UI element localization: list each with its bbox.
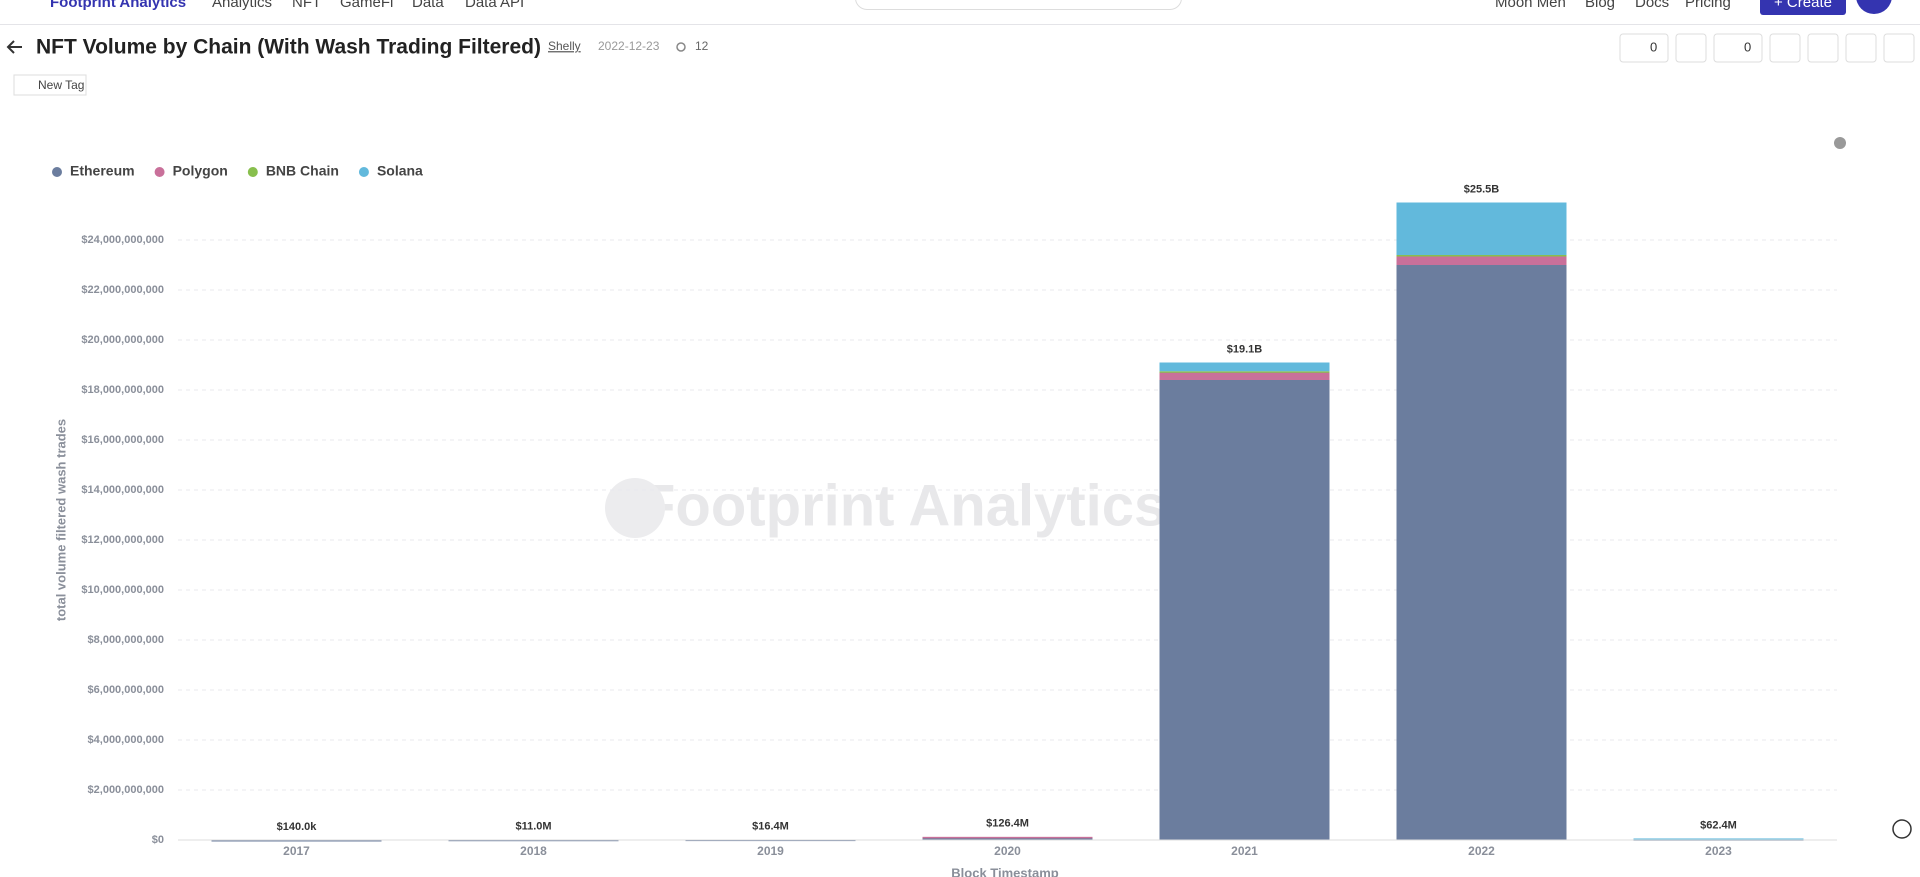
brand[interactable]: Footprint Analytics <box>50 0 187 11</box>
y-tick-label: $8,000,000,000 <box>88 634 164 646</box>
x-tick-label: 2020 <box>994 844 1021 858</box>
y-tick-label: $22,000,000,000 <box>81 284 164 296</box>
total-label: $16.4M <box>752 820 789 832</box>
y-tick-label: $16,000,000,000 <box>81 434 164 446</box>
x-tick-label: 2021 <box>1231 844 1258 858</box>
watermark: Footprint Analytics <box>640 473 1166 538</box>
star-count: 0 <box>1650 39 1657 54</box>
legend-label: Ethereum <box>70 163 135 179</box>
y-tick-label: $14,000,000,000 <box>81 484 164 496</box>
bar-segment <box>211 839 382 842</box>
nav-link[interactable]: Docs <box>1635 0 1670 11</box>
total-label: $62.4M <box>1700 819 1737 831</box>
y-tick-label: $4,000,000,000 <box>88 734 164 746</box>
bar-segment <box>922 837 1093 840</box>
total-label: $25.5B <box>1464 183 1500 195</box>
legend-label: Polygon <box>173 163 228 179</box>
legend-marker <box>52 167 62 177</box>
info-icon[interactable] <box>1834 137 1846 149</box>
views: 12 <box>695 39 709 53</box>
new-tag-button[interactable] <box>13 74 87 96</box>
legend-marker <box>154 167 165 177</box>
total-label: $126.4M <box>986 818 1029 830</box>
button[interactable] <box>1845 33 1877 63</box>
x-tick-label: 2018 <box>520 844 547 858</box>
y-tick-label: $0 <box>152 834 164 846</box>
y-tick-label: $12,000,000,000 <box>81 534 164 546</box>
y-tick-label: $10,000,000,000 <box>81 584 164 596</box>
legend-label: Solana <box>377 163 423 179</box>
nav-link[interactable]: Moon Men <box>1495 0 1566 11</box>
bar-segment <box>1633 838 1804 840</box>
new-tag: New Tag <box>38 78 84 92</box>
avatar[interactable]: fp <box>1856 0 1892 14</box>
help-icon[interactable] <box>1892 819 1912 839</box>
copy-count: 0 <box>1744 39 1751 54</box>
y-tick-label: $2,000,000,000 <box>88 784 164 796</box>
view-icon <box>676 42 686 52</box>
legend-label: BNB Chain <box>266 163 339 179</box>
bar-segment <box>1396 265 1567 840</box>
nav-link[interactable]: Data API <box>465 0 525 11</box>
bar-segment <box>922 836 1093 839</box>
x-tick-label: 2019 <box>757 844 784 858</box>
bar-segment <box>1396 255 1567 257</box>
nav-link[interactable]: NFT <box>292 0 322 11</box>
title: NFT Volume by Chain (With Wash Trading F… <box>36 36 541 59</box>
back-arrow[interactable] <box>6 40 22 54</box>
nav-link[interactable]: GameFi <box>340 0 394 11</box>
bar-segment <box>1159 371 1330 373</box>
total-label: $11.0M <box>515 821 551 833</box>
watermark-logo <box>605 478 665 538</box>
y-tick-label: $6,000,000,000 <box>88 684 164 696</box>
y-tick-label: $18,000,000,000 <box>81 384 164 396</box>
top-nav: Footprint Analytics Analytics NFT GameFi… <box>0 0 1920 25</box>
legend-marker <box>358 167 369 177</box>
nav-link[interactable]: Blog <box>1585 0 1616 11</box>
button[interactable] <box>1769 33 1801 63</box>
button[interactable] <box>1675 33 1707 63</box>
button[interactable] <box>1883 33 1915 63</box>
y-tick-label: $20,000,000,000 <box>81 334 164 346</box>
star-button[interactable] <box>1619 33 1669 63</box>
bar-segment <box>1159 372 1330 380</box>
total-label: $140.0k <box>277 821 318 833</box>
total-label: $19.1B <box>1227 343 1263 355</box>
x-axis-label: Block Timestamp <box>951 865 1058 877</box>
y-axis-label: total volume filtered wash trades <box>53 419 68 621</box>
date: 2022-12-23 <box>598 39 660 53</box>
x-tick-label: 2022 <box>1468 844 1495 858</box>
y-tick-label: $24,000,000,000 <box>81 234 164 246</box>
copy-button[interactable] <box>1713 33 1763 63</box>
create-button[interactable]: + Create <box>1760 0 1846 15</box>
nav-link[interactable]: Pricing <box>1685 0 1731 11</box>
bar-segment <box>1159 362 1330 372</box>
author[interactable]: Shelly <box>548 39 581 53</box>
button[interactable] <box>1807 33 1839 63</box>
legend-marker <box>247 167 258 177</box>
bar-segment <box>1159 380 1330 840</box>
x-tick-label: 2017 <box>283 844 310 858</box>
nav-link[interactable]: Analytics <box>212 0 273 11</box>
bar-segment <box>1396 256 1567 265</box>
x-tick-label: 2023 <box>1705 844 1732 858</box>
bar-segment <box>1396 202 1567 255</box>
nav-link[interactable]: Data <box>412 0 444 11</box>
